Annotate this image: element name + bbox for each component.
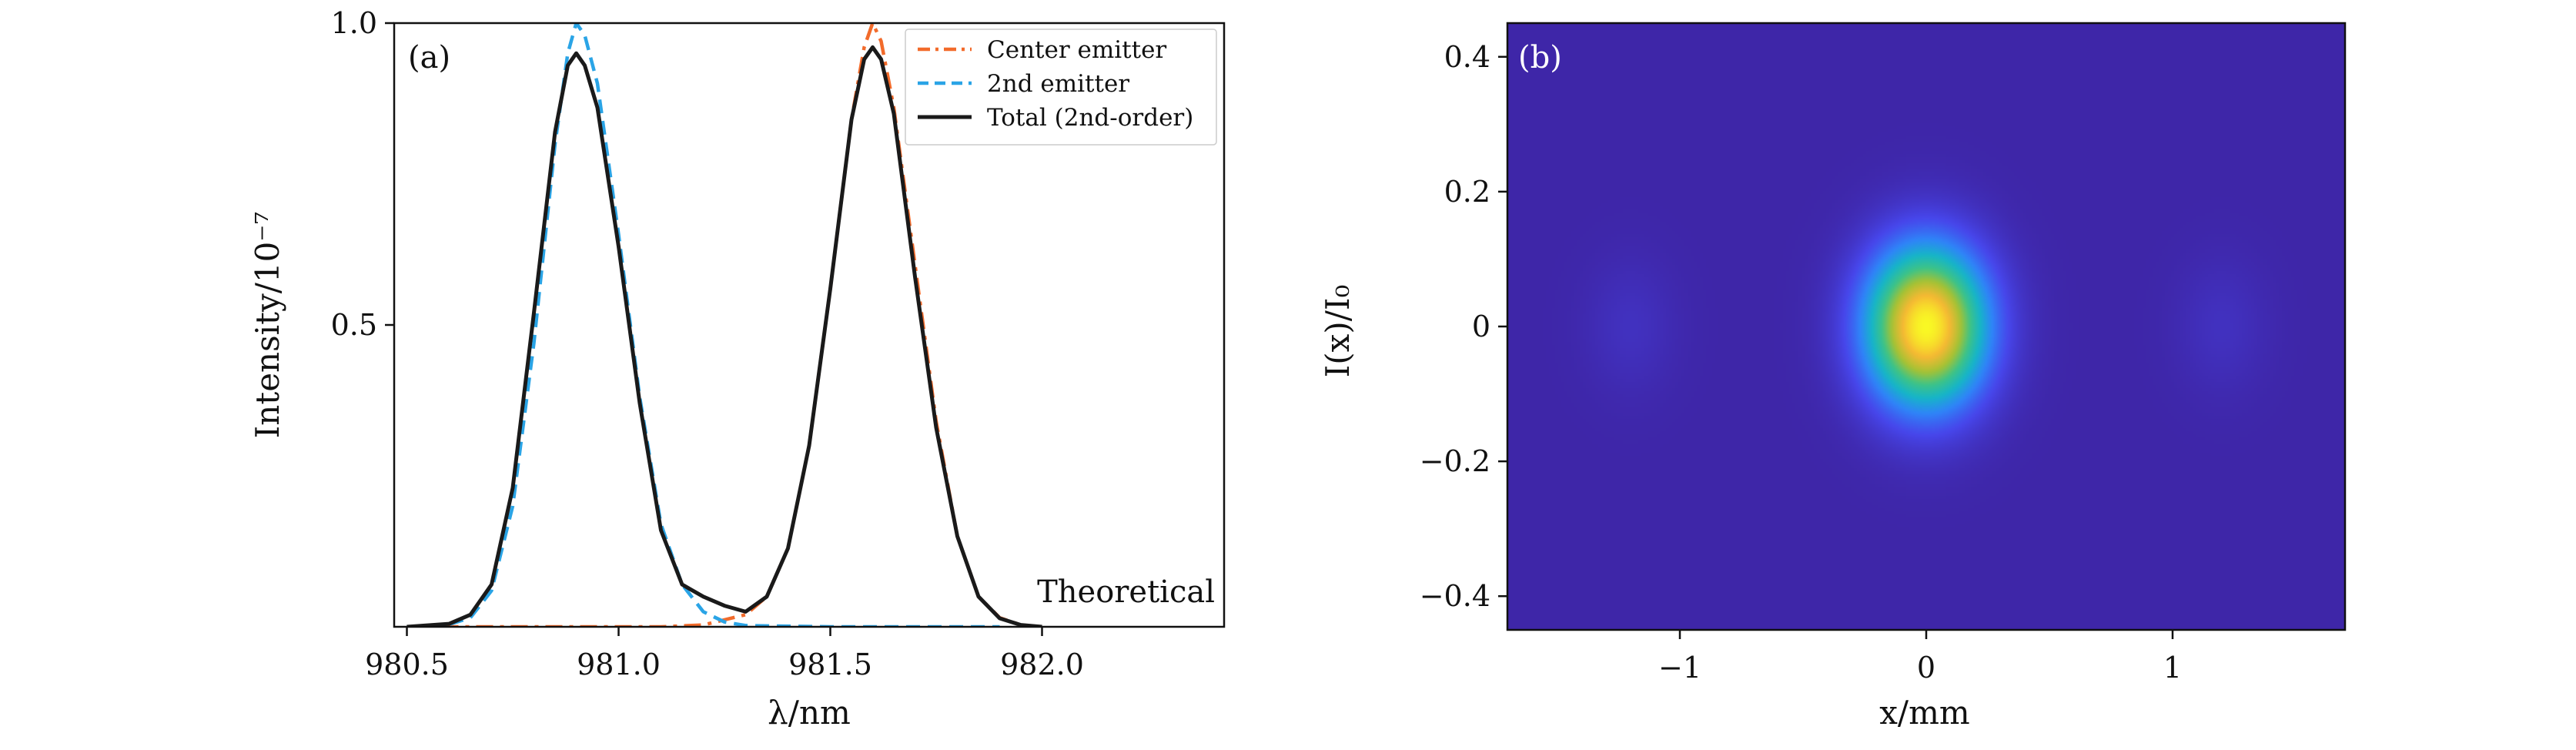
- legend-entry-center-emitter: Center emitter: [987, 36, 1166, 64]
- x-tick-label: −1: [1658, 651, 1701, 685]
- y-tick-label: −0.2: [1420, 444, 1490, 478]
- panel-b-heatmap: −1 0 1 −0.4 −0.2 0 0.2 0.4 (b) x/mm I(x)/I₀: [1319, 22, 2347, 732]
- y-tick-label: 0.4: [1444, 40, 1490, 74]
- panel-a-annotation: Theoretical: [1037, 574, 1215, 610]
- panel-a-line-chart: 980.5 981.0 981.5 982.0 0.5 1.0 (a) Theoretic…: [249, 6, 1226, 732]
- x-tick-label: 980.5: [365, 648, 449, 681]
- y-tick-label: 1.0: [331, 6, 377, 40]
- y-tick-label: 0: [1472, 310, 1490, 343]
- panel-a-x-axis-label: λ/nm: [768, 694, 851, 732]
- heatmap-image: [1507, 23, 2345, 630]
- x-tick-label: 981.5: [788, 648, 872, 681]
- x-tick-label: 981.0: [577, 648, 661, 681]
- legend-entry-total-2nd-order: Total (2nd-order): [987, 104, 1193, 132]
- panel-a-legend: Center emitter 2nd emitter Total (2nd-orde…: [905, 28, 1217, 146]
- y-tick-label: 0.2: [1444, 175, 1490, 209]
- panel-b-label: (b): [1518, 40, 1562, 75]
- x-tick-label: 982.0: [1000, 648, 1084, 681]
- panel-a-label: (a): [408, 40, 450, 75]
- series-line-total-2nd-order: [406, 45, 1042, 627]
- y-tick-label: 0.5: [331, 308, 377, 342]
- x-tick-label: 1: [2163, 651, 2182, 685]
- x-tick-label: 0: [1917, 651, 1935, 685]
- legend-frame: [905, 28, 1217, 146]
- heatmap-raster: [1507, 23, 2345, 630]
- panel-a-y-axis-label: Intensity/10⁻⁷: [249, 212, 286, 439]
- panel-b-x-axis-label: x/mm: [1879, 694, 1970, 732]
- legend-entry-2nd-emitter: 2nd emitter: [987, 70, 1129, 98]
- series-line-2nd-emitter: [406, 23, 1000, 627]
- y-tick-label: −0.4: [1420, 579, 1490, 613]
- panel-b-y-axis-label: I(x)/I₀: [1319, 285, 1357, 378]
